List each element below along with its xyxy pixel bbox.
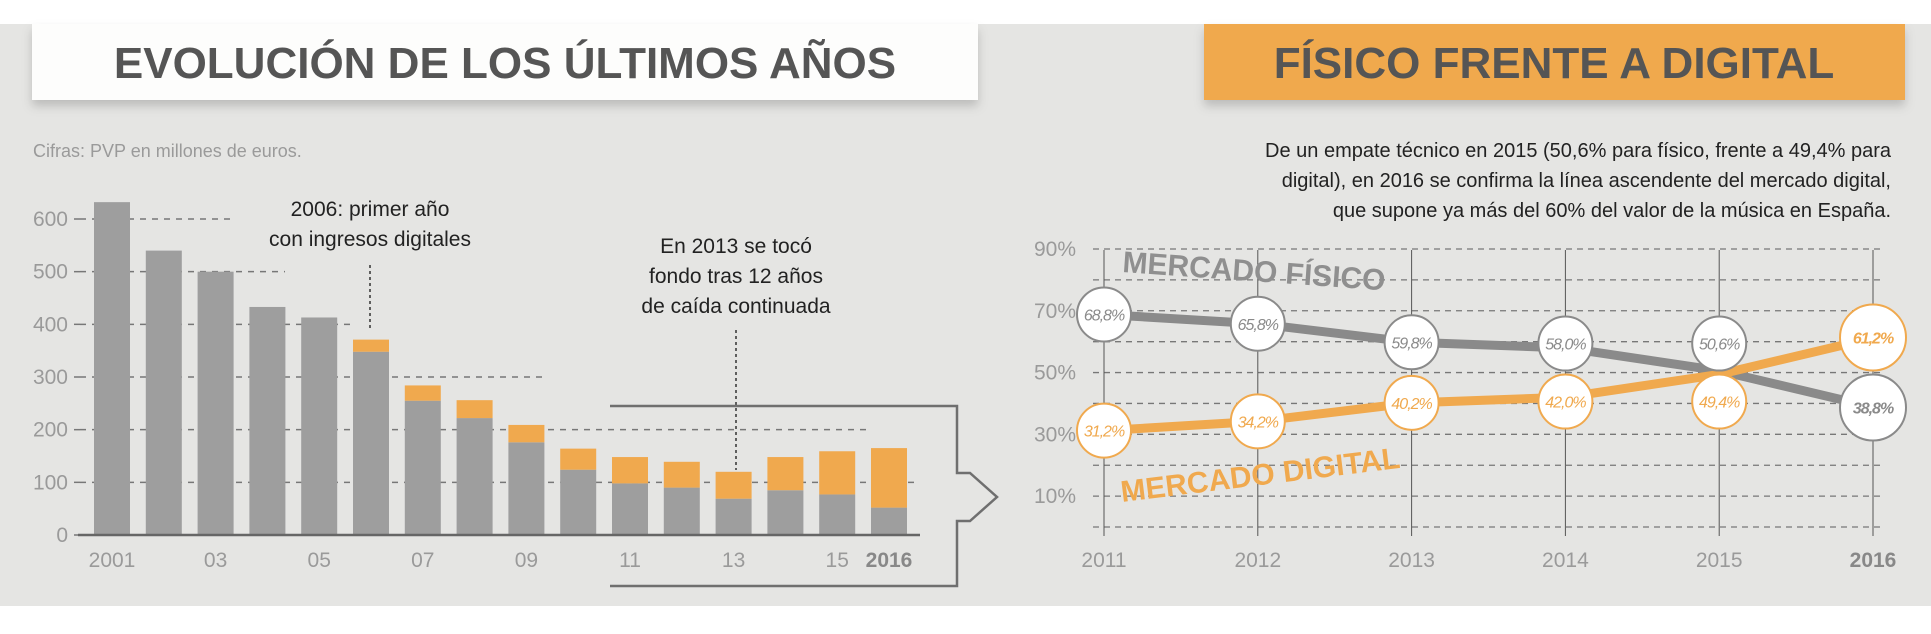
x-tick-label: 03: [204, 549, 227, 572]
annotation-2013-line1: En 2013 se tocó: [660, 235, 812, 258]
point-physical-2014: [1537, 315, 1594, 372]
bar-physical-2015: [819, 494, 856, 535]
data-label-digital: 31,2%: [1084, 424, 1125, 441]
bar-physical-2005: [301, 317, 338, 535]
data-label-digital: 49,4%: [1699, 395, 1740, 412]
point-digital-2015: [1691, 373, 1748, 430]
right-paragraph-line2: digital), en 2016 se confirma la línea a…: [1282, 170, 1891, 192]
point-physical-2011: [1076, 286, 1132, 343]
bar-digital-2012: [663, 461, 700, 488]
bar-digital-2015: [819, 451, 856, 495]
bar-digital-2016: [871, 448, 907, 508]
x-tick-label: 2014: [1542, 549, 1589, 572]
data-label-digital: 42,0%: [1545, 395, 1586, 412]
y-tick-label: 50%: [1034, 362, 1076, 385]
point-physical-2015: [1691, 315, 1748, 372]
x-tick-label: 2016: [1850, 549, 1897, 572]
y-tick-label: 30%: [1034, 423, 1076, 446]
x-tick-label: 2013: [1388, 549, 1435, 572]
bar-physical-2002: [145, 250, 182, 535]
bar-physical-2001: [94, 202, 130, 535]
bar-physical-2009: [508, 442, 545, 535]
bar-physical-2012: [663, 487, 700, 535]
y-tick-label: 500: [33, 261, 68, 284]
bar-physical-2014: [767, 490, 804, 535]
right-paragraph-line3: que supone ya más del 60% del valor de l…: [1333, 200, 1891, 222]
bar-digital-2007: [404, 385, 441, 401]
bar-digital-2011: [612, 457, 648, 484]
data-label-physical: 65,8%: [1238, 317, 1279, 334]
y-tick-label: 10%: [1034, 485, 1076, 508]
bar-physical-2011: [612, 483, 648, 535]
x-tick-label: 09: [515, 549, 538, 572]
bar-physical-2004: [249, 306, 286, 535]
point-digital-2014: [1537, 373, 1594, 430]
y-tick-label: 600: [33, 208, 68, 231]
y-tick-label: 400: [33, 313, 68, 336]
point-digital-2012: [1229, 393, 1286, 450]
data-label-physical: 58,0%: [1545, 337, 1586, 354]
point-digital-2016: [1839, 303, 1907, 372]
bar-physical-2006: [353, 351, 389, 535]
right-title: FÍSICO FRENTE A DIGITAL: [1274, 38, 1835, 88]
x-tick-label: 2001: [89, 549, 136, 572]
left-subtitle: Cifras: PVP en millones de euros.: [33, 141, 302, 161]
y-tick-label: 200: [33, 419, 68, 442]
y-tick-label: 300: [33, 366, 68, 389]
point-digital-2011: [1076, 402, 1132, 459]
point-physical-2016: [1839, 373, 1907, 442]
left-title: EVOLUCIÓN DE LOS ÚLTIMOS AÑOS: [114, 38, 896, 88]
right-title-box: [1204, 24, 1905, 100]
x-tick-label: 2015: [1696, 549, 1743, 572]
x-tick-label: 2012: [1234, 549, 1281, 572]
annotation-2013-line3: de caída continuada: [641, 295, 830, 318]
bar-chart: 0 100 200 300 400 500 600 2001 03 05 07 09 11 13 15 201…: [33, 202, 920, 572]
bar-physical-2016: [871, 507, 907, 535]
data-label-digital: 61,2%: [1853, 331, 1894, 348]
x-tick-label: 2011: [1081, 549, 1126, 572]
bar-physical-2008: [456, 418, 493, 535]
annotation-2006-line2: con ingresos digitales: [269, 228, 471, 251]
bar-digital-2010: [560, 448, 597, 470]
bracket-arrow: [610, 404, 999, 588]
bar-digital-2008: [456, 400, 493, 419]
x-tick-label: 11: [619, 549, 641, 572]
point-physical-2012: [1229, 295, 1286, 352]
bar-physical-2010: [560, 469, 597, 535]
y-tick-label: 0: [56, 524, 68, 547]
y-tick-label: 90%: [1034, 238, 1076, 261]
bar-physical-2013: [715, 498, 752, 535]
y-tick-label: 70%: [1034, 300, 1076, 323]
data-label-physical: 59,8%: [1391, 335, 1432, 352]
x-tick-label: 07: [411, 549, 434, 572]
point-physical-2013: [1383, 314, 1440, 371]
bar-physical-2007: [404, 400, 441, 535]
point-digital-2013: [1383, 374, 1440, 431]
bar-digital-2013: [715, 471, 752, 499]
annotation-2013-line2: fondo tras 12 años: [649, 265, 823, 288]
bar-digital-2014: [767, 457, 804, 491]
y-tick-label: 100: [33, 471, 68, 494]
x-tick-label: 2016: [866, 549, 913, 572]
x-tick-label: 05: [308, 549, 331, 572]
bar-digital-2006: [353, 339, 389, 352]
left-title-box: [32, 24, 978, 100]
data-label-physical: 50,6%: [1699, 337, 1740, 354]
data-label-physical: 38,8%: [1853, 401, 1894, 418]
x-tick-label: 15: [826, 549, 849, 572]
data-label-digital: 34,2%: [1238, 414, 1279, 431]
bar-physical-2003: [197, 271, 234, 535]
data-label-physical: 68,8%: [1084, 307, 1125, 324]
background-panel: [0, 24, 1931, 606]
right-paragraph-line1: De un empate técnico en 2015 (50,6% para…: [1265, 140, 1892, 162]
x-tick-label: 13: [722, 549, 745, 572]
data-label-digital: 40,2%: [1391, 396, 1432, 413]
annotation-2006-line1: 2006: primer año: [291, 198, 450, 221]
bar-digital-2009: [508, 424, 545, 443]
